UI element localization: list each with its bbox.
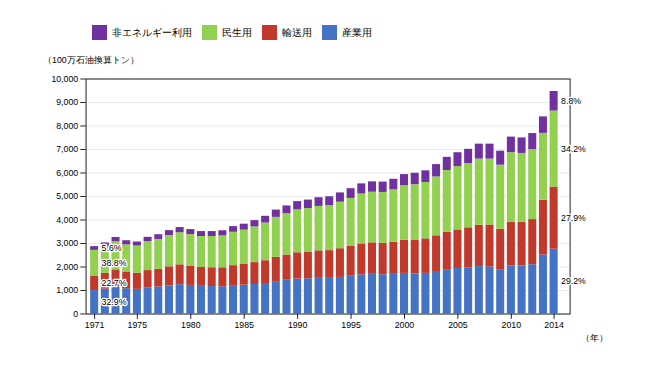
svg-text:2014: 2014 — [544, 320, 564, 330]
svg-text:1995: 1995 — [341, 320, 361, 330]
svg-text:7,000: 7,000 — [56, 144, 78, 154]
svg-text:1980: 1980 — [181, 320, 201, 330]
svg-text:（100万石油換算トン）: （100万石油換算トン） — [43, 55, 139, 65]
svg-text:38.8%: 38.8% — [102, 258, 127, 268]
svg-text:3,000: 3,000 — [56, 238, 78, 248]
svg-text:9,000: 9,000 — [56, 97, 78, 107]
svg-text:1971: 1971 — [85, 320, 105, 330]
svg-text:2,000: 2,000 — [56, 262, 78, 272]
svg-text:6,000: 6,000 — [56, 168, 78, 178]
svg-text:4,000: 4,000 — [56, 215, 78, 225]
html-text:民生用: 民生用 — [222, 25, 252, 39]
svg-text:0: 0 — [73, 309, 78, 319]
svg-text:5.6%: 5.6% — [102, 243, 122, 253]
svg-text:2010: 2010 — [502, 320, 522, 330]
svg-text:1,000: 1,000 — [56, 285, 78, 295]
svg-text:10,000: 10,000 — [51, 74, 78, 84]
svg-text:22.7%: 22.7% — [102, 278, 127, 288]
svg-text:32.9%: 32.9% — [102, 297, 127, 307]
svg-text:2005: 2005 — [448, 320, 468, 330]
svg-text:34.2%: 34.2% — [561, 144, 586, 154]
html-text:非エネルギー利用: 非エネルギー利用 — [112, 25, 192, 39]
svg-text:1975: 1975 — [128, 320, 148, 330]
svg-text:2000: 2000 — [395, 320, 415, 330]
svg-text:（年）: （年） — [581, 333, 608, 343]
svg-text:29.2%: 29.2% — [561, 276, 586, 286]
svg-text:27.9%: 27.9% — [561, 213, 586, 223]
svg-text:1985: 1985 — [234, 320, 254, 330]
html-text:輸送用: 輸送用 — [282, 25, 312, 39]
svg-text:8.8%: 8.8% — [561, 96, 581, 106]
svg-text:1990: 1990 — [288, 320, 308, 330]
svg-text:8,000: 8,000 — [56, 121, 78, 131]
svg-text:5,000: 5,000 — [56, 191, 78, 201]
html-text:産業用: 産業用 — [342, 25, 372, 39]
